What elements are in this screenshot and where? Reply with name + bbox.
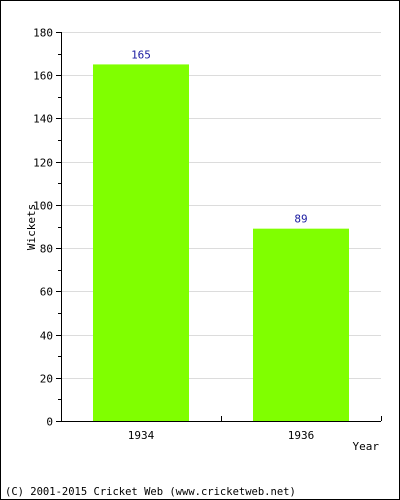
y-tick-label: 80 [40, 243, 53, 256]
y-tick-label: 100 [33, 200, 53, 213]
bar-1936 [253, 228, 349, 421]
data-label-1936: 89 [294, 213, 307, 226]
y-tick-label: 60 [40, 286, 53, 299]
axis-layer [56, 32, 382, 422]
x-axis-title: Year [353, 440, 380, 453]
bar-layer [93, 64, 349, 421]
copyright-footer: (C) 2001-2015 Cricket Web (www.cricketwe… [5, 486, 296, 498]
label-layer: 0 20 40 60 80 100 120 140 160 180 165 1934 89 1936 [33, 27, 314, 443]
bar-1934 [93, 64, 189, 421]
y-tick-label: 180 [33, 27, 53, 40]
y-tick-label: 0 [46, 416, 53, 429]
x-tick-label-1936: 1936 [288, 429, 315, 442]
y-tick-label: 160 [33, 70, 53, 83]
data-label-1934: 165 [131, 48, 151, 61]
y-tick-label: 140 [33, 113, 53, 126]
y-axis-title: Wickets [25, 204, 38, 250]
y-tick-label: 120 [33, 157, 53, 170]
y-tick-label: 40 [40, 330, 53, 343]
x-tick-label-1934: 1934 [128, 429, 155, 442]
y-tick-label: 20 [40, 373, 53, 386]
